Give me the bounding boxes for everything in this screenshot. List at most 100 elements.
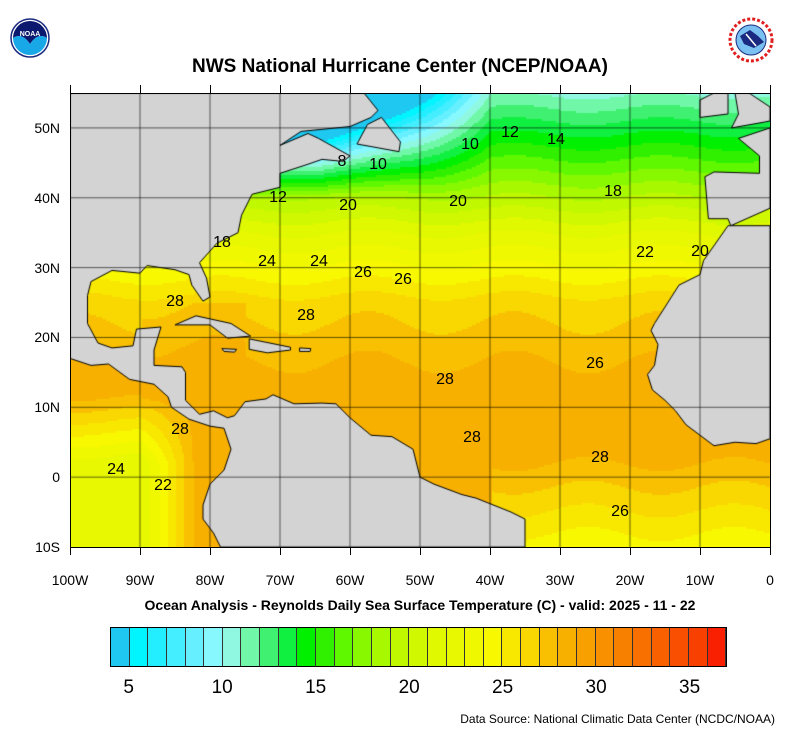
contour-label: 10 <box>461 136 479 153</box>
nws-logo <box>728 17 774 63</box>
x-tick-label: 90W <box>125 572 155 588</box>
contour-label: 14 <box>547 131 565 148</box>
contour-label: 20 <box>691 243 709 260</box>
colorbar-swatch <box>409 628 428 666</box>
x-tick <box>350 547 351 555</box>
x-tick-label: 60W <box>335 572 365 588</box>
colorbar-label: 10 <box>211 677 233 698</box>
colorbar-swatch <box>521 628 540 666</box>
colorbar-swatch <box>371 628 391 666</box>
x-tick <box>700 85 701 93</box>
x-tick <box>70 547 71 555</box>
x-tick-label: 0 <box>766 572 774 588</box>
colorbar-swatch <box>427 628 447 666</box>
x-tick-label: 10W <box>685 572 715 588</box>
contour-label: 26 <box>394 271 412 288</box>
contour-label: 28 <box>436 371 454 388</box>
x-tick-label: 30W <box>545 572 575 588</box>
x-tick <box>140 547 141 555</box>
y-tick-label: 20N <box>34 329 60 346</box>
colorbar-swatch <box>577 628 596 666</box>
colorbar-swatch <box>297 628 317 666</box>
contour-label: 28 <box>171 421 189 438</box>
colorbar-swatch <box>446 628 466 666</box>
colorbar-swatch <box>111 628 130 666</box>
x-tick <box>140 85 141 93</box>
contour-label: 28 <box>591 449 609 466</box>
x-tick-label: 40W <box>475 572 505 588</box>
colorbar-swatch <box>614 628 633 666</box>
x-tick-label: 50W <box>405 572 435 588</box>
x-tick <box>420 85 421 93</box>
colorbar-swatch <box>204 628 223 666</box>
x-tick <box>770 85 771 93</box>
colorbar-swatch <box>129 628 149 666</box>
y-tick-label: 10S <box>35 539 60 555</box>
x-tick-label: 80W <box>195 572 225 588</box>
contour-label: 10 <box>369 156 387 173</box>
x-tick <box>560 547 561 555</box>
colorbar-swatch <box>316 628 335 666</box>
x-tick <box>210 547 211 555</box>
x-tick <box>350 85 351 93</box>
contour-label: 24 <box>310 253 328 270</box>
colorbar-label: 5 <box>123 677 134 698</box>
colorbar-swatch <box>166 628 186 666</box>
x-tick <box>210 85 211 93</box>
x-tick <box>70 85 71 93</box>
contour-label: 26 <box>354 264 372 281</box>
contour-label: 12 <box>269 189 287 206</box>
contour-label: 24 <box>258 253 276 270</box>
x-tick <box>560 85 561 93</box>
noaa-logo: NOAA <box>10 18 50 58</box>
x-tick <box>420 547 421 555</box>
colorbar-swatch <box>465 628 484 666</box>
x-tick-label: 20W <box>615 572 645 588</box>
contour-label: 22 <box>636 244 654 261</box>
map-subtitle: Ocean Analysis - Reynolds Daily Sea Surf… <box>144 597 696 613</box>
contour-label: 20 <box>339 197 357 214</box>
colorbar-label: 30 <box>585 677 607 698</box>
contour-label: 28 <box>463 429 481 446</box>
x-tick <box>630 547 631 555</box>
svg-text:NOAA: NOAA <box>20 31 41 38</box>
contour-label: 26 <box>611 503 629 520</box>
contour-label: 26 <box>586 355 604 372</box>
colorbar-swatch <box>353 628 372 666</box>
x-tick <box>490 85 491 93</box>
colorbar-swatch <box>558 628 578 666</box>
data-source: Data Source: National Climatic Data Cent… <box>460 712 775 726</box>
colorbar-label: 15 <box>305 677 327 698</box>
x-tick <box>770 547 771 555</box>
contour-label: 12 <box>501 124 519 141</box>
contour-label: 20 <box>449 193 467 210</box>
colorbar-label: 25 <box>492 677 514 698</box>
contour-label: 28 <box>297 307 315 324</box>
colorbar-swatch <box>148 628 167 666</box>
x-tick <box>630 85 631 93</box>
sst-map <box>70 93 770 547</box>
colorbar-swatch <box>483 628 503 666</box>
colorbar-swatch <box>278 628 298 666</box>
x-tick-label: 100W <box>51 572 89 588</box>
page-title: NWS National Hurricane Center (NCEP/NOAA… <box>192 56 608 77</box>
colorbar-swatch <box>241 628 261 666</box>
colorbar-swatch <box>688 628 708 666</box>
x-tick <box>280 85 281 93</box>
contour-label: 24 <box>107 461 125 478</box>
colorbar-swatch <box>632 628 652 666</box>
colorbar <box>110 627 727 667</box>
x-tick-label: 70W <box>265 572 295 588</box>
colorbar-swatch <box>539 628 559 666</box>
colorbar-swatch <box>260 628 279 666</box>
y-tick-label: 50N <box>34 119 60 136</box>
x-tick <box>490 547 491 555</box>
colorbar-label: 35 <box>679 677 701 698</box>
map-frame <box>70 93 771 548</box>
colorbar-swatch <box>390 628 410 666</box>
colorbar-swatch <box>651 628 671 666</box>
y-tick-label: 40N <box>34 189 60 206</box>
colorbar-swatch <box>595 628 615 666</box>
x-tick <box>700 547 701 555</box>
